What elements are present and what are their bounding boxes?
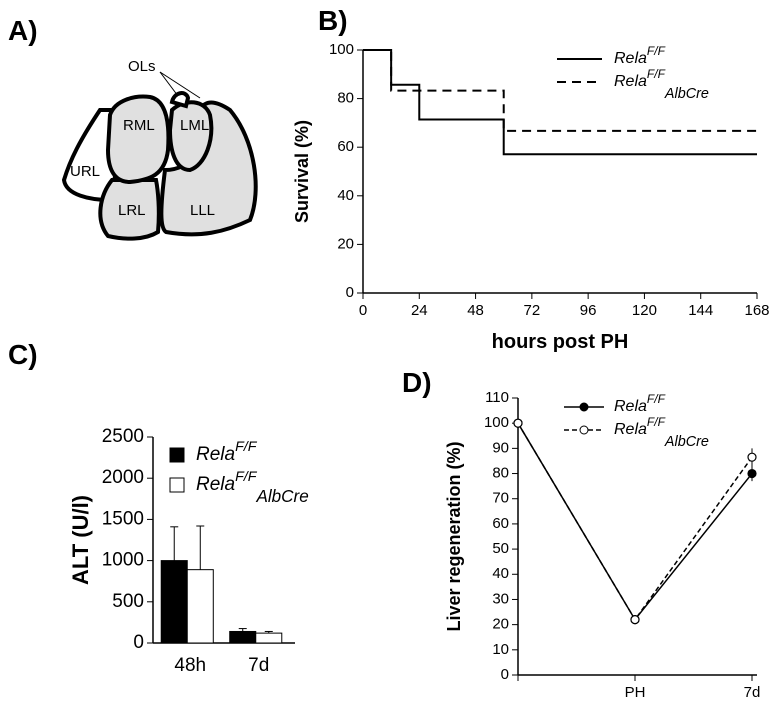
x-tick-label: 120 [632, 302, 657, 319]
legend-marker [579, 425, 589, 435]
diagram-label: LLL [190, 202, 215, 219]
legend-subscript: AlbCre [664, 434, 709, 450]
liver-diagram: A) OLs RML LML URL LRL LLL [8, 15, 258, 241]
legend-marker [579, 402, 589, 412]
legend-superscript: F/F [235, 439, 258, 455]
legend-superscript: F/F [647, 392, 666, 406]
panel-label: D) [402, 367, 432, 398]
survival-line [363, 49, 757, 156]
y-tick-label: 100 [484, 414, 509, 431]
legend-label: RelaF/F AlbCre [614, 67, 709, 102]
legend-name: Rela [614, 398, 647, 415]
survival-line [363, 49, 757, 132]
y-tick-label: 110 [485, 389, 509, 406]
legend-name: Rela [614, 73, 647, 90]
legend-label: RelaF/F [614, 44, 666, 67]
lrl-lobe [98, 178, 161, 241]
diagram-label: URL [70, 163, 100, 180]
y-tick-label: 0 [346, 284, 354, 301]
legend-superscript: F/F [647, 67, 666, 81]
bar [186, 569, 214, 644]
y-tick-label: 1500 [102, 508, 144, 529]
legend-superscript: F/F [235, 469, 258, 485]
y-tick-label: 20 [337, 235, 354, 252]
y-axis-label: ALT (U/l) [68, 495, 93, 585]
y-tick-label: 40 [337, 187, 354, 204]
legend-subscript: AlbCre [664, 86, 709, 102]
legend-swatch [169, 447, 185, 463]
y-tick-label: 1000 [102, 550, 144, 571]
rml-lobe [105, 94, 171, 185]
x-tick-label: 0 [359, 302, 367, 319]
y-tick-label: 2000 [102, 467, 144, 488]
legend-label: RelaF/F [614, 392, 666, 415]
x-tick-label: 72 [524, 302, 541, 319]
y-tick-label: 30 [492, 590, 509, 607]
y-tick-label: 10 [492, 641, 509, 658]
y-tick-label: 90 [492, 439, 509, 456]
y-tick-label: 60 [492, 515, 509, 532]
legend-superscript: F/F [647, 44, 666, 58]
x-tick-label: 96 [580, 302, 597, 319]
legend-label: RelaF/F [196, 439, 258, 465]
pointer-line [159, 71, 201, 99]
bar [255, 632, 283, 644]
x-tick-label: 168 [744, 302, 769, 319]
ol-lobe [169, 91, 191, 109]
legend-subscript: AlbCre [255, 487, 308, 506]
x-tick-label: 24 [411, 302, 428, 319]
x-tick-label: 144 [688, 302, 713, 319]
y-tick-label: 500 [112, 591, 144, 612]
marker [630, 614, 640, 625]
y-tick-label: 0 [501, 666, 509, 683]
y-tick-label: 60 [337, 138, 354, 155]
x-tick-label: 48h [174, 655, 206, 676]
legend-superscript: F/F [647, 415, 666, 429]
x-tick-label: 7d [248, 655, 269, 676]
y-tick-label: 80 [492, 465, 509, 482]
legend-swatch [169, 477, 185, 493]
marker [747, 452, 757, 462]
panel-label: A) [8, 15, 38, 46]
diagram-label: LRL [118, 202, 146, 219]
y-tick-label: 2500 [102, 426, 144, 447]
panel-label: C) [8, 339, 38, 370]
y-tick-label: 0 [133, 632, 144, 653]
panel-label: B) [318, 5, 348, 36]
diagram-label: RML [123, 117, 155, 134]
y-axis-label: Survival (%) [292, 120, 312, 223]
diagram-label: OLs [128, 58, 156, 75]
bar [229, 630, 257, 644]
marker [513, 418, 523, 428]
marker [747, 468, 757, 479]
x-axis-label: hours post PH [492, 331, 629, 353]
legend-name: Rela [614, 50, 647, 67]
x-tick-label: 7d [744, 684, 761, 701]
legend-name: Rela [196, 444, 235, 465]
legend-name: Rela [614, 421, 647, 438]
x-tick-label: PH [625, 684, 646, 701]
y-axis-label: Liver regeneration (%) [444, 441, 464, 631]
bar [160, 560, 188, 644]
diagram-label: LML [180, 117, 209, 134]
y-tick-label: 100 [329, 41, 354, 58]
y-tick-label: 40 [492, 565, 509, 582]
lml-lobe [167, 100, 214, 173]
legend-label: RelaF/F AlbCre [614, 415, 709, 450]
line [517, 422, 753, 621]
legend-name: Rela [196, 474, 235, 495]
y-tick-label: 70 [492, 490, 509, 507]
line [517, 422, 753, 621]
pointer-line [159, 71, 179, 97]
y-tick-label: 50 [492, 540, 509, 557]
y-tick-label: 80 [337, 90, 354, 107]
x-tick-label: 48 [467, 302, 484, 319]
legend-label: RelaF/F AlbCre [196, 469, 309, 506]
y-tick-label: 20 [492, 616, 509, 633]
